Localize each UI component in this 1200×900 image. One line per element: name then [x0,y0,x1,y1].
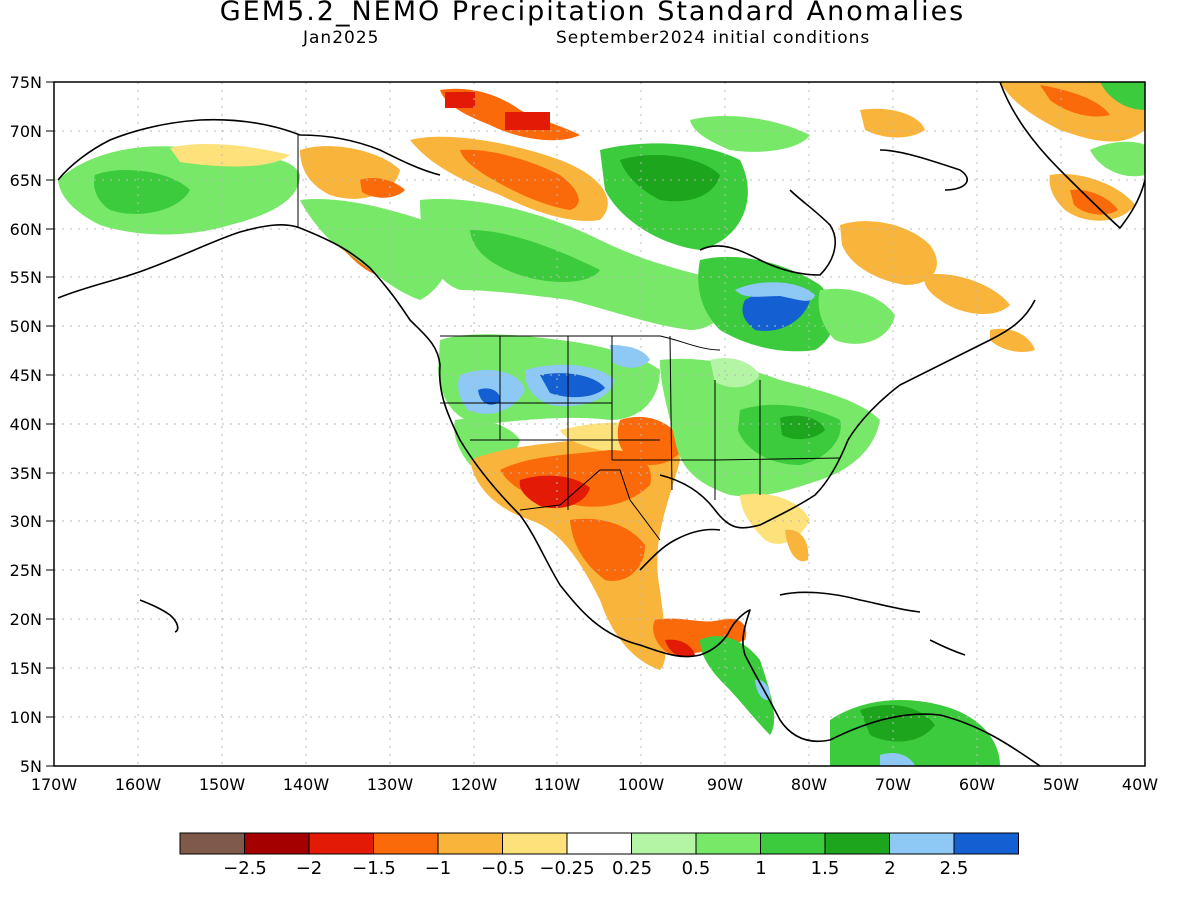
legend-swatch [502,832,568,855]
lon-label: 90W [707,775,743,794]
lon-label: 140W [283,775,330,794]
lat-label: 60N [10,220,42,239]
lat-label: 65N [10,171,42,190]
lat-label: 45N [10,366,42,385]
legend-label: −1.5 [352,858,396,879]
lon-label: 40W [1122,775,1158,794]
lon-label: 110W [534,775,581,794]
legend-label: 1.5 [811,858,840,879]
lon-label: 100W [618,775,665,794]
legend-swatch [308,832,374,855]
legend-label: −1 [425,858,452,879]
lat-label: 15N [10,659,42,678]
lon-label: 70W [875,775,911,794]
lat-label: 55N [10,268,42,287]
legend-label: −2 [296,858,323,879]
lat-label: 50N [10,317,42,336]
lat-axis: 75N 70N 65N 60N 55N 50N 45N 40N 35N 30N … [10,73,42,776]
legend-swatch [631,832,697,855]
lon-label: 170W [31,775,78,794]
valid-month: Jan2025 [303,28,380,48]
legend-swatch [695,832,761,855]
lat-label: 30N [10,512,42,531]
legend-label: 0.25 [612,858,652,879]
lat-label: 35N [10,464,42,483]
lon-label: 60W [959,775,995,794]
lon-label: 130W [367,775,414,794]
political-borders [297,135,841,541]
initial-conditions: September2024 initial conditions [556,28,871,48]
legend-swatch [373,832,439,855]
lon-label: 150W [199,775,246,794]
legend-swatch [953,832,1019,855]
lat-ticks [46,81,54,767]
lon-label: 50W [1043,775,1079,794]
legend-swatch [760,832,826,855]
lat-label: 20N [10,610,42,629]
legend-label: 1 [755,858,766,879]
lat-label: 70N [10,122,42,141]
grid-lines [54,82,1145,766]
legend-labels: −2.5 −2 −1.5 −1 −0.5 −0.25 0.25 0.5 1 1.… [223,858,968,879]
legend-label: −2.5 [223,858,267,879]
legend-colorbar [179,832,1019,855]
legend-swatch [437,832,503,855]
legend-swatch [889,832,955,855]
anomaly-field [58,82,1145,766]
lat-label: 75N [10,73,42,92]
lon-axis: 170W 160W 150W 140W 130W 120W 110W 100W … [31,775,1158,794]
legend-label: 0.5 [682,858,711,879]
legend-swatch [244,832,310,855]
lat-label: 40N [10,415,42,434]
lon-label: 80W [791,775,827,794]
legend-label: 2 [884,858,895,879]
lat-label: 5N [20,757,42,776]
lon-label: 120W [451,775,498,794]
coastlines [57,82,1145,766]
legend-swatch [179,832,245,855]
chart-title: GEM5.2_NEMO Precipitation Standard Anoma… [219,0,966,27]
lon-label: 160W [115,775,162,794]
legend-label: −0.25 [539,858,594,879]
legend-swatch [566,832,632,855]
legend-label: −0.5 [481,858,525,879]
lat-label: 25N [10,561,42,580]
legend-label: 2.5 [940,858,969,879]
legend-swatch [824,832,890,855]
lat-label: 10N [10,708,42,727]
